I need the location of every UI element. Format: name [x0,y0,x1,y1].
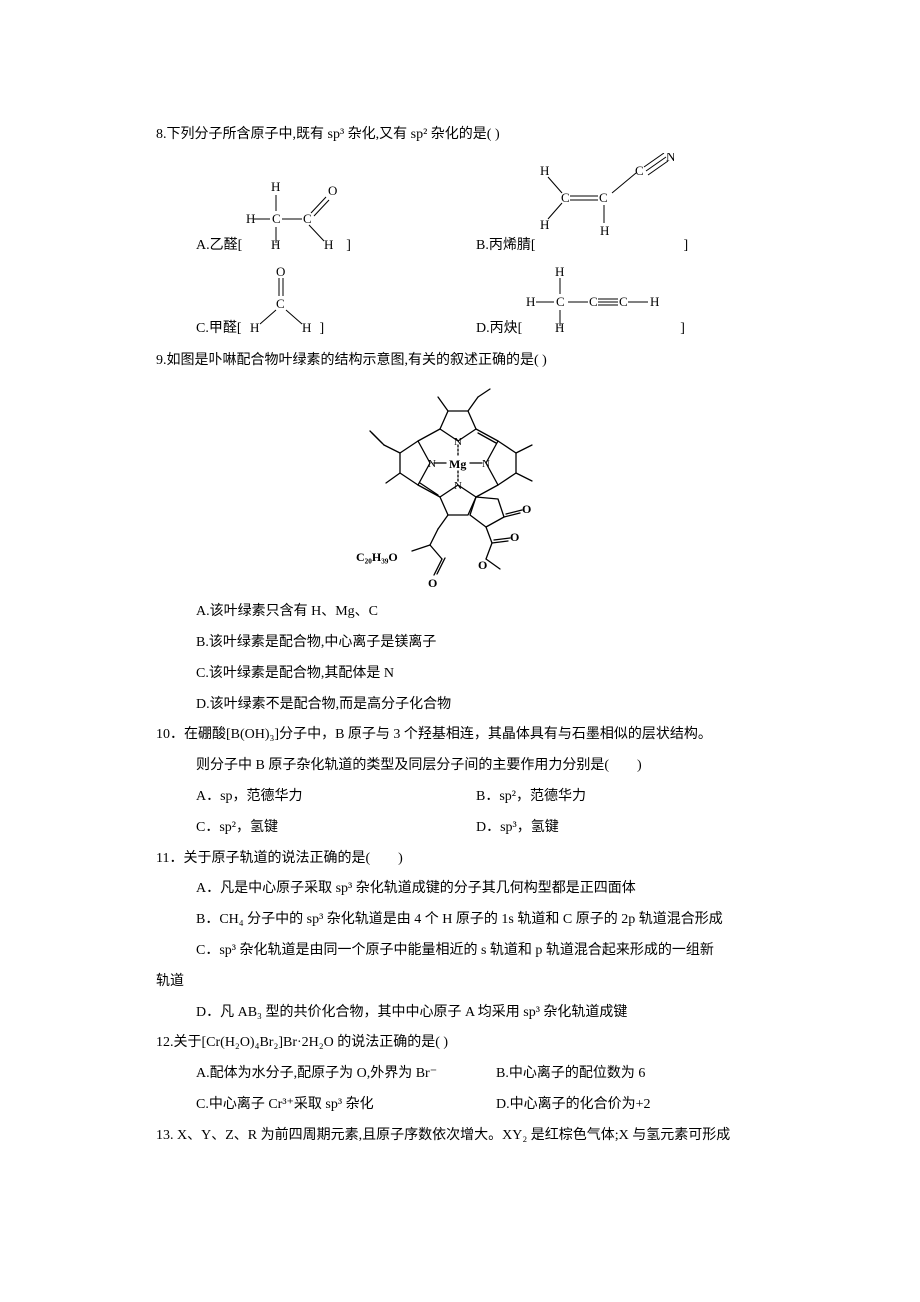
svg-text:N: N [454,436,462,448]
q8-D-label: D.丙炔[ [476,314,522,345]
q12-B: B.中心离子的配位数为 6 [496,1066,645,1081]
svg-text:O: O [276,264,285,279]
svg-text:C: C [276,296,285,311]
svg-text:H: H [526,294,535,309]
q8-C-struct: O C H H [242,264,320,345]
q8-D-struct: H C H H C C H [522,264,680,345]
svg-text:N: N [454,480,462,492]
q8-B-label: B.丙烯腈[ [476,231,536,262]
q11-A: A．凡是中心原子采取 sp³ 杂化轨道成键的分子其几何构型都是正四面体 [156,874,770,905]
svg-text:C: C [303,211,312,226]
q10-A: A．sp，范德华力 [196,789,303,804]
svg-text:C: C [619,294,628,309]
q8-C-close: ] [320,314,325,345]
q10-D: D．sp³，氢键 [476,820,559,835]
q10-row2: C．sp²，氢键 D．sp³，氢键 [156,813,770,844]
q12-stem: 12.关于[Cr(H₂O)₄Br₂]Br·2H₂O 的说法正确的是( ) [156,1028,770,1059]
q8-row2: C.甲醛[ O C H H ] D.丙炔[ [156,264,770,345]
svg-text:C: C [589,294,598,309]
svg-text:H: H [324,237,333,249]
svg-text:H: H [250,320,259,332]
q9-stem: 9.如图是卟啉配合物叶绿素的结构示意图,有关的叙述正确的是( ) [156,346,770,377]
svg-text:O: O [478,558,487,572]
svg-text:O: O [510,530,519,544]
q9-B: B.该叶绿素是配合物,中心离子是镁离子 [156,628,770,659]
q11-B: B．CH₄ 分子中的 sp³ 杂化轨道是由 4 个 H 原子的 1s 轨道和 C… [156,905,770,936]
q8-C-label: C.甲醛[ [196,314,242,345]
svg-text:O: O [428,576,437,590]
q8-B-close: ] [684,231,689,262]
svg-text:Mg: Mg [449,457,466,471]
svg-text:H: H [271,179,280,194]
svg-text:C: C [272,211,281,226]
svg-text:C: C [556,294,565,309]
q10-line2: 则分子中 B 原子杂化轨道的类型及同层分子间的主要作用力分别是( ) [156,751,770,782]
svg-text:H: H [246,211,255,226]
svg-text:H: H [555,320,564,332]
svg-text:N: N [482,458,490,470]
q8-B-struct: C C C N H H H [536,153,684,262]
q11-D: D．凡 AB₃ 型的共价化合物，其中中心原子 A 均采用 sp³ 杂化轨道成键 [156,998,770,1029]
q8-A-struct: H C C H H O H [242,173,346,262]
svg-text:C: C [635,163,644,178]
svg-text:H: H [650,294,659,309]
q12-D: D.中心离子的化合价为+2 [496,1097,651,1112]
svg-text:H: H [302,320,311,332]
q10-B: B．sp²，范德华力 [476,789,586,804]
svg-text:O: O [328,183,337,198]
q8-D-close: ] [680,314,685,345]
q9-C: C.该叶绿素是配合物,其配体是 N [156,659,770,690]
q11-stem: 11．关于原子轨道的说法正确的是( ) [156,844,770,875]
q10-row1: A．sp，范德华力 B．sp²，范德华力 [156,782,770,813]
svg-text:H: H [271,237,280,249]
svg-text:O: O [522,502,531,516]
q12-A: A.配体为水分子,配原子为 O,外界为 Br⁻ [196,1066,437,1081]
q8-A-close: ] [346,231,351,262]
svg-text:C: C [561,190,570,205]
svg-text:N: N [666,153,676,164]
svg-text:H: H [600,223,609,238]
q12-row2: C.中心离子 Cr³⁺采取 sp³ 杂化 D.中心离子的化合价为+2 [156,1090,770,1121]
q9-A: A.该叶绿素只含有 H、Mg、C [156,597,770,628]
q10-line1: 10．在硼酸[B(OH)₃]分子中，B 原子与 3 个羟基相连，其晶体具有与石墨… [156,720,770,751]
q12-row1: A.配体为水分子,配原子为 O,外界为 Br⁻ B.中心离子的配位数为 6 [156,1059,770,1090]
svg-text:C: C [599,190,608,205]
svg-text:C₂₀H₃₉O: C₂₀H₃₉O [356,550,398,564]
svg-text:N: N [428,458,436,470]
q8-A-label: A.乙醛[ [196,231,242,262]
svg-text:H: H [540,217,549,232]
svg-text:H: H [555,264,564,279]
svg-text:H: H [540,163,549,178]
q9-figure: Mg N N N N O O O O C₂₀H₃₉O [156,383,770,593]
q11-C1: C．sp³ 杂化轨道是由同一个原子中能量相近的 s 轨道和 p 轨道混合起来形成… [156,936,770,967]
q8-row1: A.乙醛[ H C C H H [156,153,770,262]
q10-C: C．sp²，氢键 [196,820,278,835]
q11-C2: 轨道 [156,967,770,998]
q13-stem: 13. X、Y、Z、R 为前四周期元素,且原子序数依次增大。XY₂ 是红棕色气体… [156,1121,770,1152]
q12-C: C.中心离子 Cr³⁺采取 sp³ 杂化 [196,1097,374,1112]
q9-D: D.该叶绿素不是配合物,而是高分子化合物 [156,690,770,721]
q8-stem: 8.下列分子所含原子中,既有 sp³ 杂化,又有 sp² 杂化的是( ) [156,120,770,151]
